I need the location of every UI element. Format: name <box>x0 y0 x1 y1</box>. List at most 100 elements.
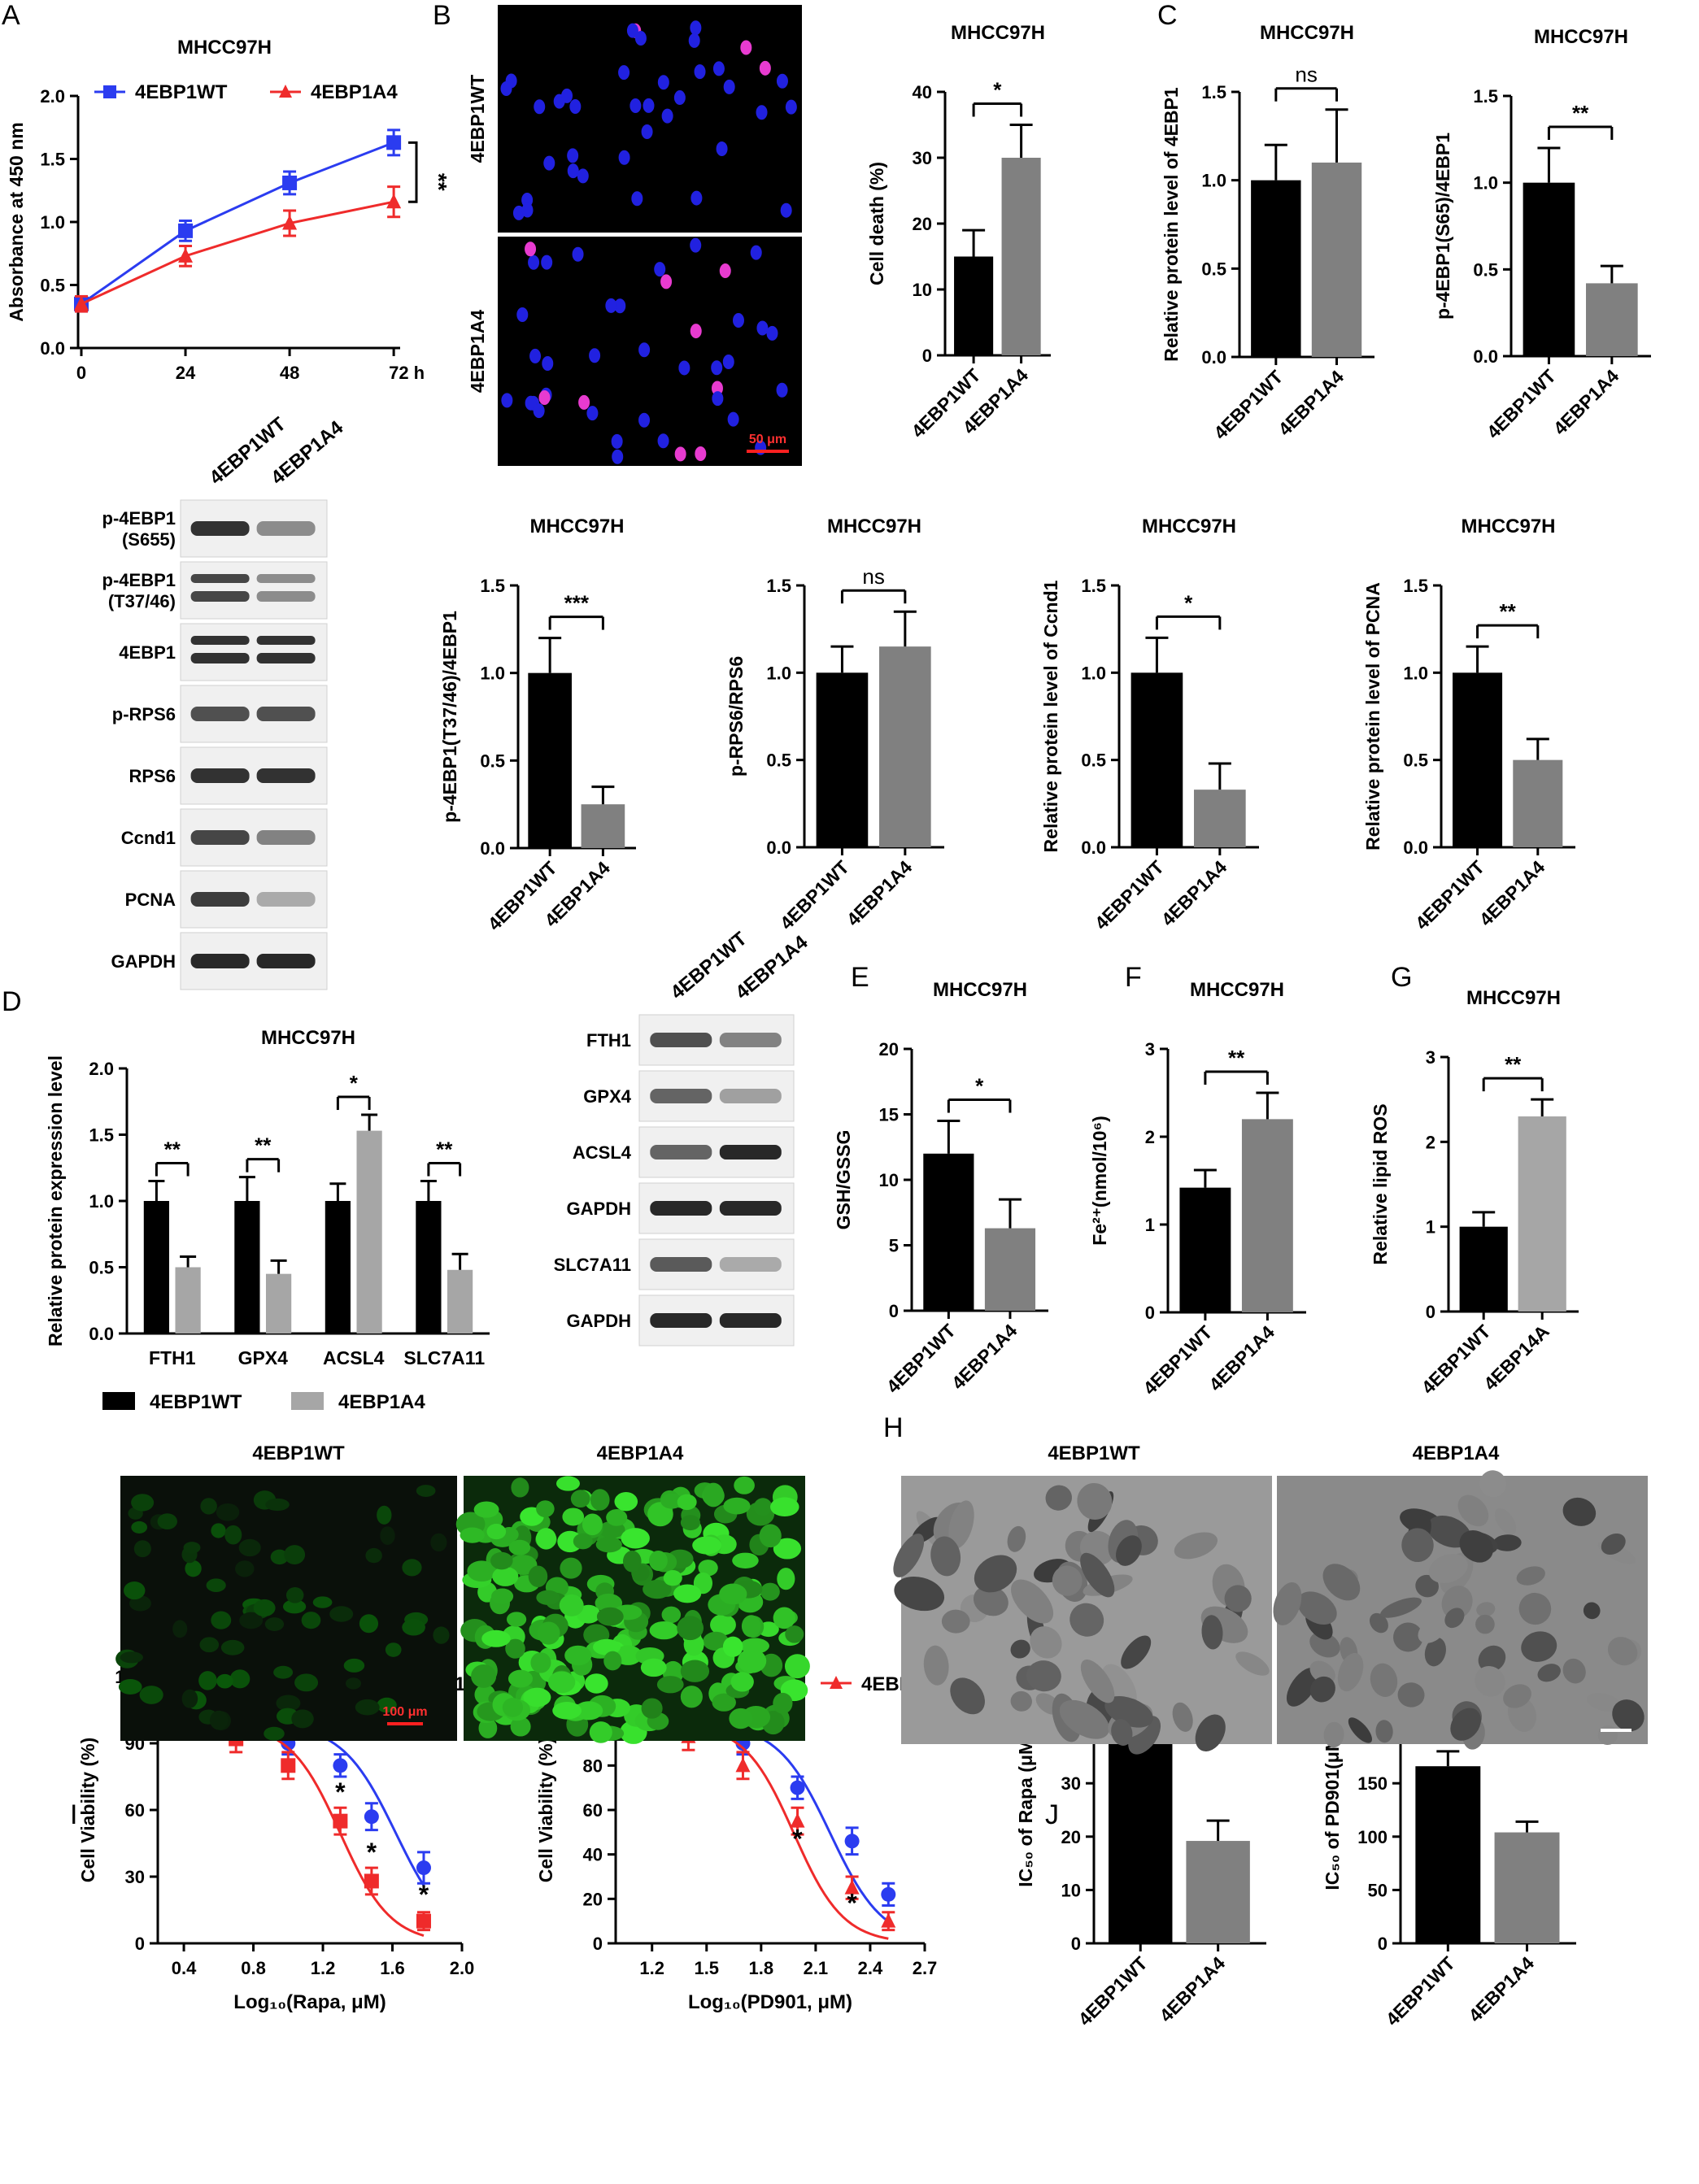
western-blot-d: 4EBP1WT4EBP1A4FTH1GPX4ACSL4GAPDHSLC7A11G… <box>554 928 812 1347</box>
bar-4ebp1a4 <box>1586 283 1638 356</box>
cell <box>621 1528 650 1549</box>
mitochondrion <box>1026 1660 1061 1692</box>
y-tick-label: 30 <box>125 1867 145 1887</box>
data-point <box>74 295 89 311</box>
apoptotic-nucleus <box>525 241 537 257</box>
apoptotic-nucleus <box>711 381 723 396</box>
cell <box>573 1533 593 1550</box>
legend-swatch <box>291 1392 324 1410</box>
bar-4ebp14a <box>1518 1116 1566 1312</box>
panel-letter-h: H <box>883 1412 904 1443</box>
x-tick-label: 4EBP1WT <box>1483 365 1560 442</box>
y-tick-label: 1.5 <box>1081 576 1106 596</box>
blot-row-label: p-4EBP1 <box>102 570 176 590</box>
nucleus <box>567 163 579 179</box>
blot-row-label: GPX4 <box>583 1086 631 1107</box>
bar-4ebp1a4 <box>1186 1841 1250 1943</box>
y-tick-label: 15 <box>879 1105 899 1125</box>
cell <box>622 1550 642 1573</box>
mitochondrion <box>1537 1664 1561 1682</box>
y-axis-label: p-4EBP1(S65)/4EBP1 <box>1432 133 1453 320</box>
y-axis-label: Fe²⁺(nmol/10⁶) <box>1089 1116 1110 1245</box>
cell <box>502 1698 524 1717</box>
y-tick-label: 5 <box>889 1236 899 1256</box>
cell <box>741 1615 761 1638</box>
chart-c5: MHCC97H Relative protein level of Ccnd1 0.… <box>1040 516 1259 933</box>
y-tick-label: 0 <box>1426 1302 1435 1322</box>
series-line-4ebp1wt <box>81 141 394 305</box>
chart-c1: MHCC97H Relative protein level of 4EBP1 0.… <box>1161 22 1374 443</box>
panel-letter-b: B <box>433 0 451 31</box>
blot-row-label: RPS6 <box>129 766 176 786</box>
y-tick-label: 1 <box>1145 1215 1155 1235</box>
mitochondrion <box>1010 1690 1032 1712</box>
x-tick-label: 1.8 <box>749 1958 774 1978</box>
nucleus <box>561 88 573 103</box>
y-axis-label: IC₅₀ of PD901(μM) <box>1322 1729 1343 1890</box>
data-point <box>830 1676 843 1689</box>
cell <box>530 1652 551 1673</box>
cell <box>729 1708 753 1729</box>
significance-label: ns <box>1295 63 1317 87</box>
blot-band <box>190 768 250 783</box>
legend-swatch <box>102 1392 135 1410</box>
y-axis-label: Relative protein level of Ccnd1 <box>1040 580 1061 852</box>
y-tick-label: 1.5 <box>766 576 791 596</box>
mitochondrion <box>973 1586 1009 1616</box>
mitochondrion <box>1297 1591 1337 1625</box>
data-point <box>178 247 194 263</box>
cell <box>183 1542 201 1554</box>
cell <box>535 1528 557 1550</box>
mitochondrion <box>1121 1635 1152 1669</box>
significance-label: ** <box>164 1138 181 1162</box>
cell <box>491 1588 514 1605</box>
y-tick-label: 0.0 <box>766 837 791 858</box>
bar-4ebp1a4 <box>1513 759 1563 847</box>
bar-4ebp1a4 <box>581 804 625 848</box>
chart-title: MHCC97H <box>177 37 272 59</box>
y-tick-label: 1.0 <box>1473 173 1498 194</box>
cell <box>773 1538 802 1560</box>
panel-letter-c: C <box>1157 0 1178 31</box>
cell <box>172 1620 188 1638</box>
cell <box>486 1524 507 1540</box>
image-title: 4EBP1WT <box>1048 1442 1140 1464</box>
mitochondrion <box>1348 1717 1373 1743</box>
cell <box>198 1671 217 1690</box>
nucleus <box>618 150 630 165</box>
mitochondrion <box>1476 1602 1496 1617</box>
mitochondrion <box>1521 1631 1557 1662</box>
cell <box>157 1513 177 1530</box>
y-tick-label: 1.0 <box>1081 663 1106 683</box>
nucleus <box>612 449 624 464</box>
mitochondrion <box>894 1576 945 1612</box>
blot-band <box>256 521 316 536</box>
y-axis-label: IC₅₀ of Rapa (μM) <box>1015 1733 1036 1887</box>
y-tick-label: 150 <box>1357 1773 1388 1794</box>
cell <box>552 1702 582 1720</box>
significance-label: * <box>1184 590 1193 615</box>
x-tick-label: 1.2 <box>639 1958 664 1978</box>
blot-band <box>190 954 250 968</box>
cell <box>590 1489 610 1511</box>
blot-row-label: ACSL4 <box>573 1142 632 1163</box>
cell <box>510 1716 531 1737</box>
mitochondrion <box>1309 1632 1340 1658</box>
nucleus <box>657 433 669 449</box>
cell <box>139 1686 163 1704</box>
y-tick-label: 20 <box>879 1039 899 1059</box>
cell <box>359 1614 379 1634</box>
nucleus <box>722 355 734 370</box>
mitochondrion <box>1007 1525 1026 1552</box>
apoptotic-nucleus <box>740 40 752 55</box>
y-axis-label: Relative protein expression level <box>45 1055 66 1347</box>
cell <box>490 1551 513 1570</box>
chart-title: MHCC97H <box>827 516 921 537</box>
significance-label: ** <box>1228 1046 1245 1070</box>
mitochondrion <box>1601 1533 1626 1555</box>
y-tick-label: 50 <box>1368 1880 1388 1900</box>
blot-band <box>719 1201 782 1216</box>
nucleus <box>567 148 579 163</box>
cell <box>312 1596 333 1608</box>
